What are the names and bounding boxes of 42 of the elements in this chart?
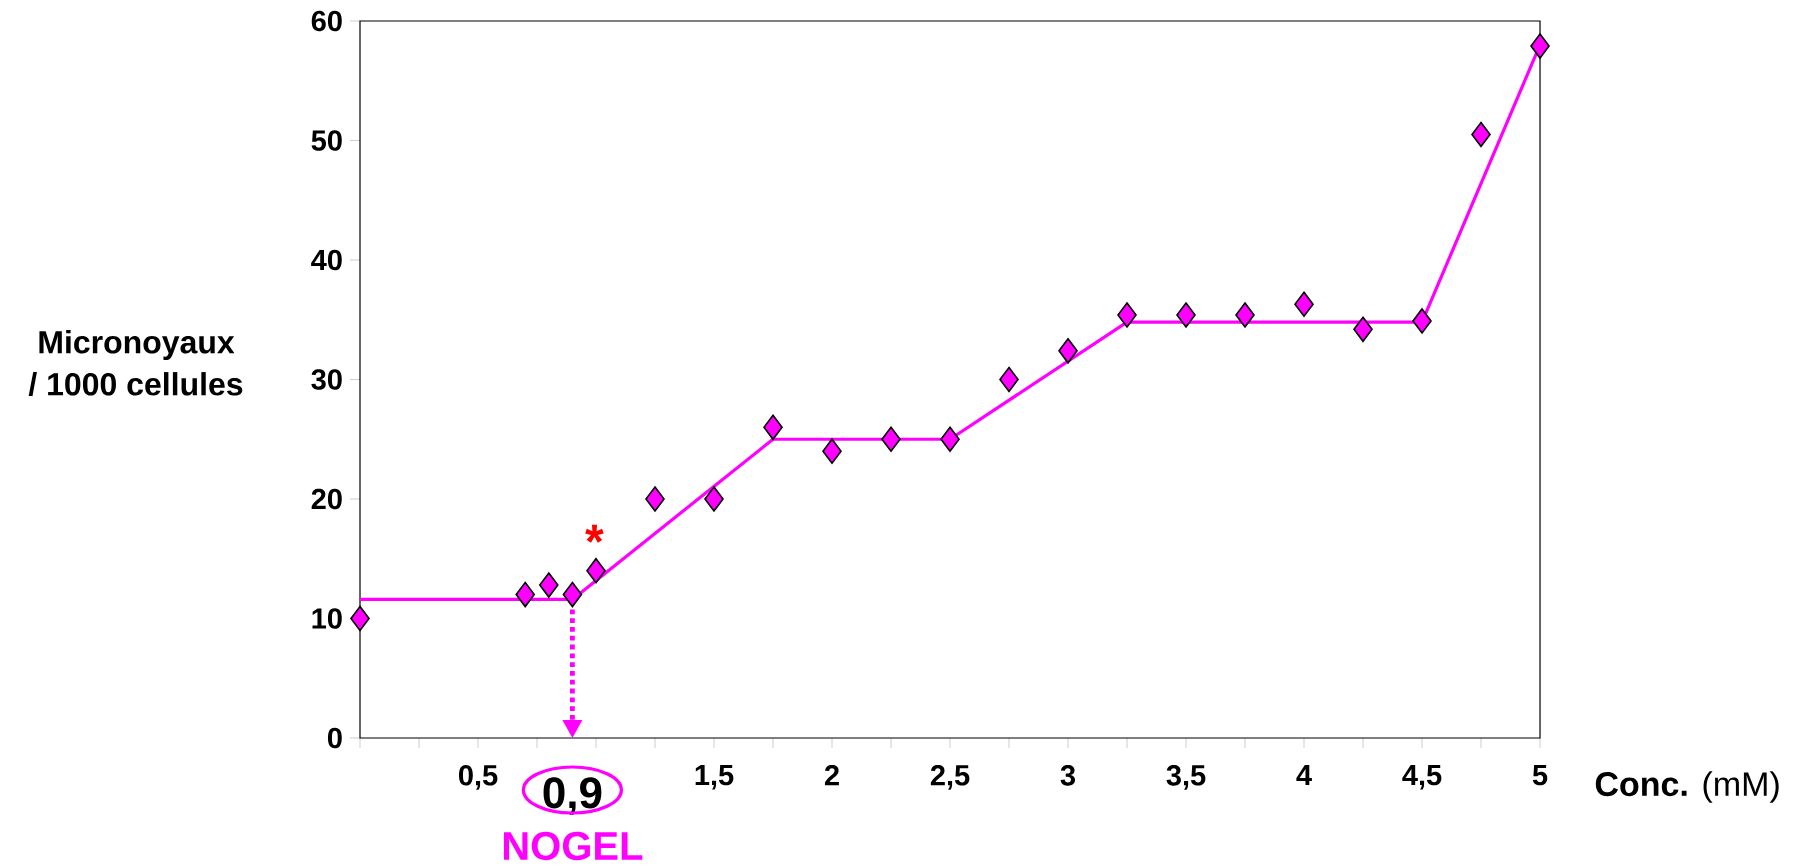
x-tick-label: 2,5 bbox=[930, 765, 970, 790]
x-tick-label: 2 bbox=[824, 765, 839, 786]
y-tick-label: 30 bbox=[311, 369, 342, 390]
text: NOGEL bbox=[503, 831, 643, 861]
y-tick-label: 40 bbox=[311, 249, 342, 271]
point bbox=[763, 414, 783, 441]
point bbox=[1058, 338, 1078, 364]
point bbox=[704, 486, 724, 512]
x-tick-label: 4,5 bbox=[1402, 765, 1442, 790]
point bbox=[1412, 308, 1432, 334]
point bbox=[1471, 121, 1491, 148]
point bbox=[1353, 316, 1373, 343]
point bbox=[1235, 302, 1255, 328]
y-tick-label: 60 bbox=[311, 10, 342, 32]
x-tick-label: 5 bbox=[1532, 765, 1548, 786]
point bbox=[881, 426, 901, 453]
point bbox=[1176, 302, 1196, 328]
x-axis-title: Conc. (mM) bbox=[1595, 771, 1779, 803]
x-tick-label: 0,5 bbox=[459, 765, 498, 790]
y-tick-label: 0 bbox=[327, 727, 342, 749]
point bbox=[350, 605, 370, 632]
point bbox=[1117, 302, 1137, 328]
x-tick-label: 4 bbox=[1296, 765, 1312, 786]
point bbox=[562, 581, 583, 608]
x-tick-label: 1,5 bbox=[695, 765, 734, 790]
y-axis-title: Micronoyaux / 1000 cellules bbox=[28, 330, 243, 396]
y-tick-label: 10 bbox=[312, 608, 342, 629]
y-tick-label: 20 bbox=[311, 488, 342, 510]
point bbox=[1530, 33, 1550, 59]
ref-line-label: 0,9 bbox=[543, 777, 602, 815]
point bbox=[515, 581, 536, 608]
point bbox=[539, 572, 559, 598]
point bbox=[586, 557, 606, 584]
point bbox=[822, 438, 842, 464]
y-tick-label: 50 bbox=[311, 130, 342, 151]
point bbox=[1294, 291, 1314, 318]
annotation: * bbox=[585, 524, 604, 543]
x-tick-label: 3,5 bbox=[1166, 765, 1206, 790]
point bbox=[999, 366, 1019, 393]
point bbox=[645, 486, 665, 512]
x-tick-label: 3 bbox=[1060, 765, 1076, 786]
point bbox=[940, 426, 960, 453]
